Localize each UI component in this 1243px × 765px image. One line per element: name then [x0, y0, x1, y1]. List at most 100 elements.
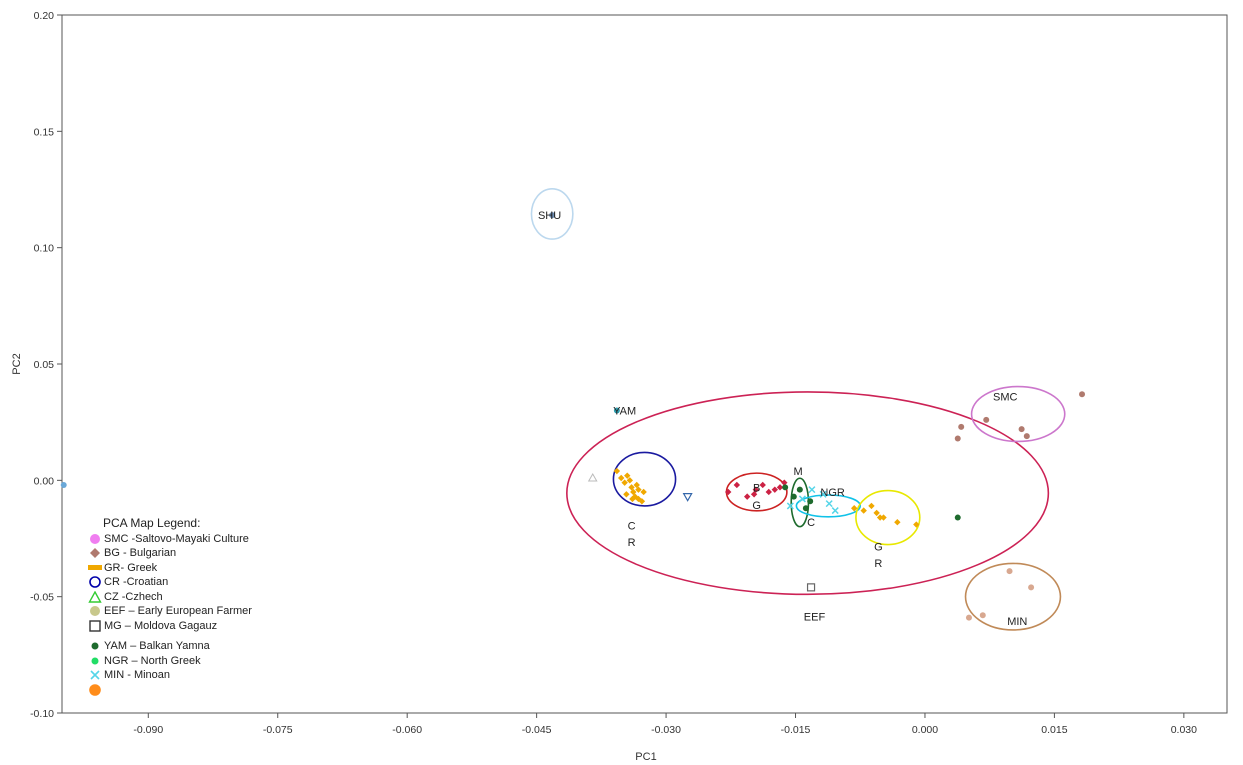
- data-point: [831, 507, 839, 515]
- data-point: [913, 521, 920, 528]
- legend-label: BG - Bulgarian: [104, 547, 177, 559]
- data-point: [733, 481, 741, 489]
- olive-circle-icon: [90, 606, 100, 617]
- data-point: [725, 488, 732, 496]
- legend-item-cr: CR -Croatian: [88, 575, 252, 590]
- group-label: G: [874, 542, 883, 554]
- y-tick-label: -0.05: [30, 592, 54, 604]
- legend-label: SMC -Saltovo-Mayaki Culture: [104, 532, 249, 545]
- data-point: [626, 477, 634, 484]
- legend-label: CZ -Czhech: [104, 590, 163, 603]
- x-tick-label: 0.030: [1171, 724, 1197, 736]
- data-point: [873, 509, 880, 517]
- y-tick-label: 0.00: [34, 475, 55, 487]
- y-tick-label: 0.10: [34, 243, 55, 255]
- group-ellipse: [790, 477, 810, 528]
- data-point: [613, 407, 620, 414]
- legend-title: PCA Map Legend:: [103, 516, 201, 530]
- confidence-ellipses: [530, 188, 1066, 631]
- data-point: [621, 479, 628, 486]
- legend-item-eef: EEF – Early European Farmer: [88, 604, 252, 619]
- x-tick-label: 0.015: [1041, 724, 1067, 736]
- group-label: MIN: [1007, 616, 1027, 628]
- data-point: [743, 493, 751, 500]
- group-label: R: [628, 537, 636, 549]
- group-label: C: [807, 517, 815, 529]
- data-point: [587, 472, 598, 482]
- group-label: M: [794, 466, 803, 478]
- x-axis-label: PC1: [635, 751, 656, 763]
- brown-diamond-icon: [90, 548, 100, 559]
- data-point: [782, 484, 789, 491]
- y-axis-label: PC2: [11, 353, 23, 374]
- data-point: [965, 614, 972, 621]
- data-point: [1079, 391, 1086, 398]
- data-point: [1006, 568, 1013, 575]
- legend-label: EEF – Early European Farmer: [104, 605, 252, 617]
- data-point: [798, 495, 806, 503]
- legend-item-yam: YAM – Balkan Yamna: [88, 639, 252, 654]
- data-point: [638, 498, 646, 505]
- x-tick-label: -0.060: [392, 724, 422, 736]
- data-point: [880, 514, 887, 521]
- group-ellipse: [566, 391, 1050, 596]
- group-ellipse: [612, 451, 677, 507]
- black-square-icon: [89, 620, 101, 632]
- data-point: [1023, 433, 1030, 440]
- pink-circle-icon: [90, 533, 100, 544]
- y-tick-label: 0.20: [34, 10, 55, 22]
- axis-ticks: -0.090 -0.075 -0.060 -0.045 -0.030 -0.015 0.00…: [30, 10, 1197, 736]
- data-point: [868, 502, 875, 510]
- data-point: [60, 481, 67, 488]
- data-point: [1018, 426, 1025, 433]
- legend-item-smc: SMC -Saltovo-Mayaki Culture: [88, 532, 252, 547]
- legend-item-mg: MG – Moldova Gagauz: [88, 619, 252, 634]
- data-point: [1028, 584, 1035, 591]
- green-circle-icon: [91, 657, 99, 665]
- group-ellipse: [970, 385, 1066, 443]
- x-tick-label: -0.090: [133, 724, 163, 736]
- blue-ring-icon: [89, 576, 101, 589]
- data-point: [759, 481, 766, 489]
- legend-label: NGR – North Greek: [104, 654, 201, 667]
- data-point: [776, 484, 784, 491]
- data-point: [633, 481, 640, 489]
- group-label: G: [752, 500, 761, 512]
- orange-bar-icon: [88, 564, 102, 570]
- data-point: [796, 486, 803, 493]
- x-tick-label: -0.030: [651, 724, 681, 736]
- data-point: [786, 502, 794, 510]
- x-tick-label: -0.075: [263, 724, 293, 736]
- data-point: [954, 435, 961, 442]
- data-point: [635, 486, 642, 493]
- group-label: NGR: [820, 487, 845, 499]
- orange-large-circle-icon: [89, 683, 101, 696]
- group-label: B: [753, 482, 760, 494]
- legend-label: MG – Moldova Gagauz: [104, 619, 218, 632]
- dark-green-circle-icon: [91, 642, 99, 650]
- data-point: [618, 474, 625, 482]
- group-ellipse: [530, 188, 574, 240]
- data-point: [954, 514, 961, 521]
- data-point: [802, 505, 809, 512]
- data-point: [640, 488, 647, 496]
- data-point: [983, 416, 990, 423]
- data-point: [790, 493, 797, 500]
- x-tick-label: -0.045: [522, 724, 552, 736]
- x-tick-label: 0.000: [912, 724, 938, 736]
- data-point: [894, 519, 901, 526]
- data-point: [624, 472, 631, 479]
- group-ellipse: [855, 489, 921, 546]
- data-point: [825, 500, 833, 508]
- group-label: C: [628, 521, 636, 533]
- data-point: [808, 486, 816, 494]
- data-point: [629, 495, 636, 503]
- legend-label: MIN - Minoan: [104, 669, 171, 681]
- y-tick-label: 0.15: [34, 126, 55, 138]
- data-point: [819, 490, 827, 498]
- legend-item-gr: GR- Greek: [88, 561, 252, 576]
- data-point: [765, 488, 772, 496]
- legend-item-ngr: NGR – North Greek: [88, 654, 252, 669]
- group-label: R: [874, 558, 882, 570]
